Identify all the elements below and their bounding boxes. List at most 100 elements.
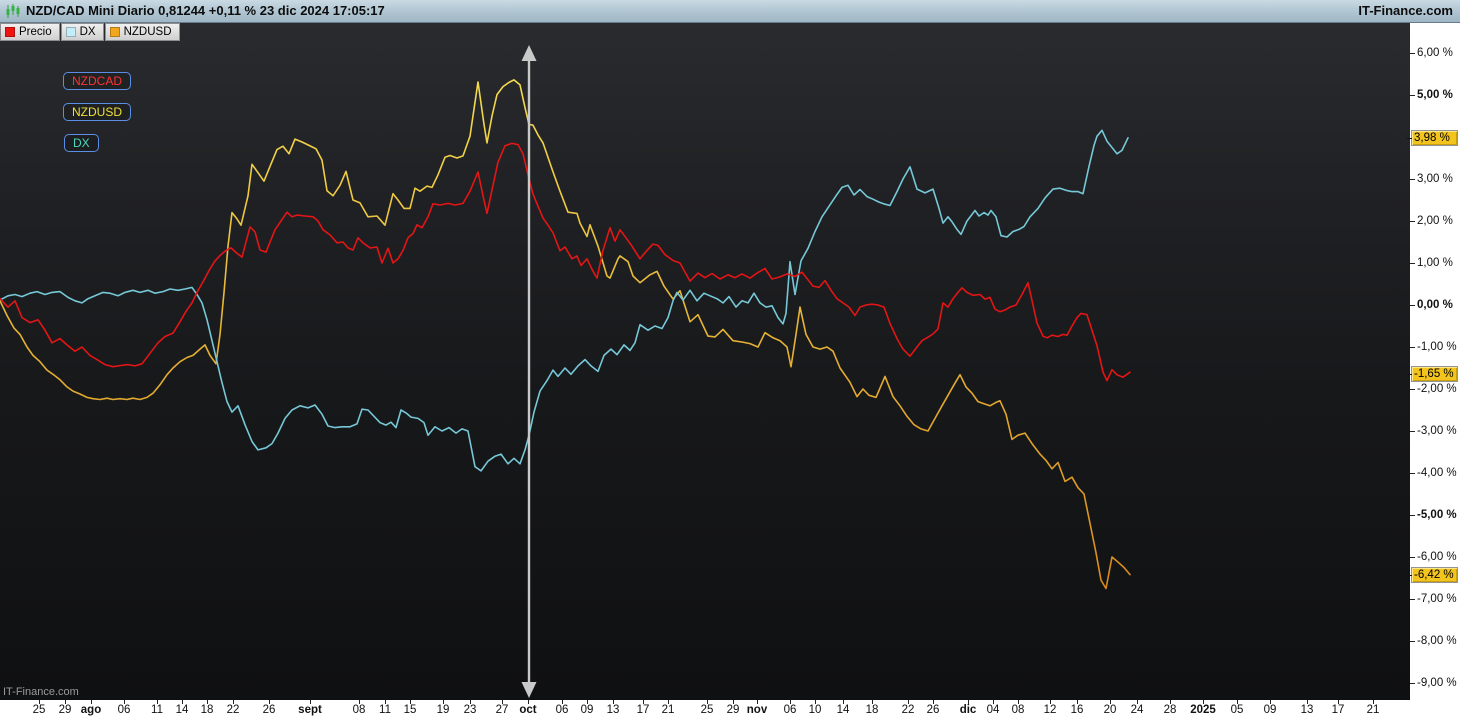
indicator-tab-bar: Precio DX NZDUSD	[0, 23, 180, 41]
x-axis-tick	[562, 700, 563, 704]
x-axis-tick	[790, 700, 791, 704]
x-axis-label: 25	[32, 704, 46, 716]
y-axis-tick	[1410, 389, 1415, 390]
x-axis-tick	[207, 700, 208, 704]
series-label-dx[interactable]: DX	[64, 134, 99, 152]
x-axis-tick	[668, 700, 669, 704]
x-axis-tick	[443, 700, 444, 704]
x-axis-tick	[124, 700, 125, 704]
x-axis-label: 18	[865, 704, 879, 716]
x-axis-tick	[643, 700, 644, 704]
y-axis-tick	[1410, 263, 1415, 264]
chart-plot-area[interactable]: Precio DX NZDUSD NZDCAD NZDUSD DX IT-Fin…	[0, 23, 1410, 700]
x-axis-label: 11	[379, 704, 391, 716]
tab-precio-label: Precio	[19, 26, 52, 38]
x-axis-label: 21	[661, 704, 675, 716]
line-nzdusd[interactable]	[0, 79, 1131, 590]
x-axis-tick	[933, 700, 934, 704]
x-axis-tick	[1018, 700, 1019, 704]
x-axis-tick	[65, 700, 66, 704]
y-axis-label: -9,00 %	[1417, 677, 1457, 689]
line-nzdcad[interactable]	[0, 142, 1131, 382]
x-axis-label: 11	[151, 704, 163, 716]
percent-axis[interactable]: 6,00 % 5,00 % 3,00 % 2,00 % 1,00 % 0,00 % -1,0…	[1407, 23, 1460, 720]
y-axis-label: -7,00 %	[1417, 593, 1457, 605]
x-axis-tick	[470, 700, 471, 704]
date-axis[interactable]: 25 29 ago 06 11 14 18 22 26 sept 08 11 15 19 23 27 oct 06…	[0, 700, 1410, 720]
x-axis-label: 09	[580, 704, 594, 716]
x-axis-label: 08	[1011, 704, 1025, 716]
x-axis-label: 28	[1163, 704, 1177, 716]
tab-nzdusd[interactable]: NZDUSD	[104, 23, 180, 41]
y-axis-tick	[1410, 473, 1415, 474]
x-axis-label: nov	[746, 704, 768, 716]
y-axis-label: -1,00 %	[1417, 341, 1457, 353]
x-axis-label: 06	[783, 704, 797, 716]
last-value-tag: 3,98 %	[1407, 129, 1458, 146]
y-axis-label: 5,00 %	[1417, 89, 1453, 101]
y-axis-tick	[1410, 95, 1415, 96]
x-axis-label: 17	[1331, 704, 1345, 716]
value-tag-tick	[1407, 374, 1412, 376]
x-axis-label: 08	[352, 704, 366, 716]
y-axis-label: -3,00 %	[1417, 425, 1457, 437]
x-axis-tick	[707, 700, 708, 704]
x-axis-tick	[1338, 700, 1339, 704]
x-axis-label: 12	[1043, 704, 1057, 716]
price-lines-canvas[interactable]	[0, 23, 1410, 700]
x-axis-label: 14	[836, 704, 850, 716]
x-axis-tick	[1270, 700, 1271, 704]
candlestick-icon	[6, 4, 20, 18]
x-axis-tick	[1137, 700, 1138, 704]
dx-swatch-icon	[65, 27, 76, 37]
y-axis-tick	[1410, 179, 1415, 180]
x-axis-label: sept	[298, 704, 322, 716]
series-label-nzdcad[interactable]: NZDCAD	[63, 72, 131, 90]
x-axis-label: 09	[1263, 704, 1277, 716]
x-axis-label: 22	[226, 704, 240, 716]
x-axis-label: 13	[1300, 704, 1314, 716]
y-axis-tick	[1410, 683, 1415, 684]
x-axis-label: 26	[262, 704, 276, 716]
x-axis-tick	[1307, 700, 1308, 704]
x-axis-tick	[872, 700, 873, 704]
watermark: IT-Finance.com	[3, 686, 79, 698]
x-axis-tick	[1373, 700, 1374, 704]
x-axis-label: 21	[1366, 704, 1380, 716]
x-axis-tick	[587, 700, 588, 704]
last-value-tag: -6,42 %	[1407, 566, 1458, 583]
line-dx[interactable]	[0, 129, 1129, 472]
vertical-arrow-annotation[interactable]	[521, 45, 537, 698]
x-axis-label: 25	[700, 704, 714, 716]
series-label-nzdusd[interactable]: NZDUSD	[63, 103, 131, 121]
y-axis-tick	[1410, 599, 1415, 600]
tab-dx[interactable]: DX	[60, 23, 104, 41]
y-axis-label: 3,00 %	[1417, 173, 1453, 185]
x-axis-tick	[993, 700, 994, 704]
y-axis-label: -6,00 %	[1417, 551, 1457, 563]
x-axis-tick	[528, 700, 529, 704]
x-axis-label: 06	[117, 704, 131, 716]
x-axis-tick	[1077, 700, 1078, 704]
x-axis-tick	[908, 700, 909, 704]
x-axis-tick	[359, 700, 360, 704]
last-value-tag: -1,65 %	[1407, 366, 1458, 383]
y-axis-label: 2,00 %	[1417, 215, 1453, 227]
value-tag-tick	[1407, 574, 1412, 576]
x-axis-tick	[310, 700, 311, 704]
x-axis-label: 06	[555, 704, 569, 716]
tab-precio[interactable]: Precio	[0, 23, 60, 41]
tab-nzdusd-label: NZDUSD	[123, 26, 172, 38]
x-axis-tick	[502, 700, 503, 704]
nzdusd-swatch-icon	[109, 27, 120, 37]
x-axis-label: 15	[403, 704, 417, 716]
y-axis-label: -8,00 %	[1417, 635, 1457, 647]
x-axis-label: 24	[1130, 704, 1144, 716]
x-axis-tick	[410, 700, 411, 704]
x-axis-label: 10	[808, 704, 822, 716]
value-tag-tick	[1407, 137, 1412, 139]
y-axis-tick	[1410, 221, 1415, 222]
x-axis-label: 18	[200, 704, 214, 716]
x-axis-label: oct	[519, 704, 537, 716]
x-axis-label: ago	[80, 704, 102, 716]
